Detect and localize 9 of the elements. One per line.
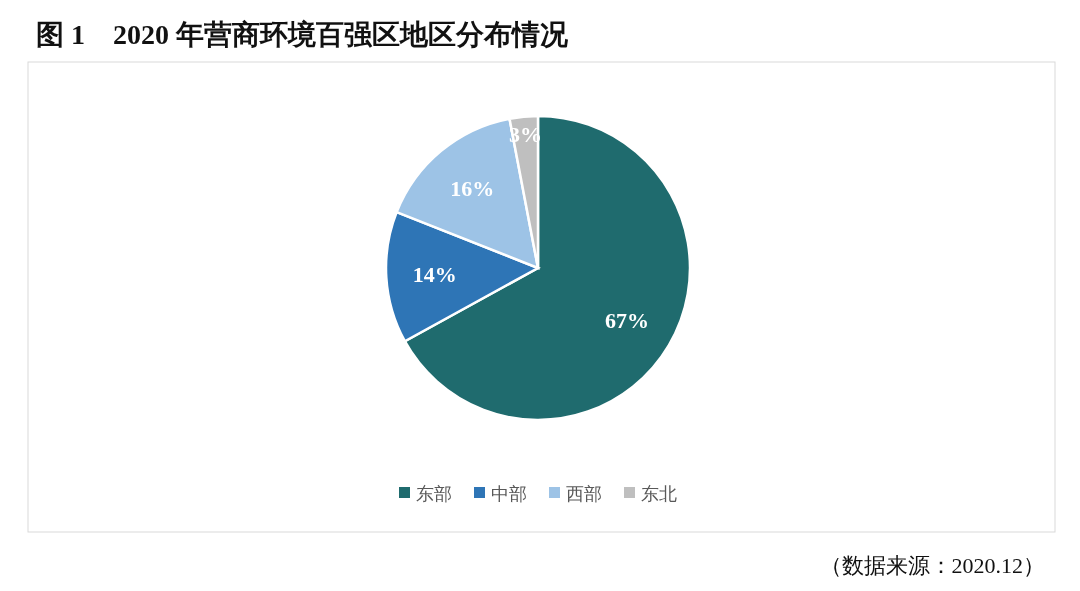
data-label: 16% [450, 175, 495, 201]
chart-title: 图 1 2020 年营商环境百强区地区分布情况 [36, 19, 569, 50]
legend-label: 西部 [566, 482, 602, 504]
text: （数据来源：2020.12） [819, 553, 1045, 578]
data-label: 67% [604, 308, 649, 334]
data-label: 14% [412, 261, 457, 287]
legend-label: 东部 [416, 482, 452, 504]
legend-label: 东北 [641, 482, 677, 504]
legend-label: 中部 [491, 482, 527, 504]
